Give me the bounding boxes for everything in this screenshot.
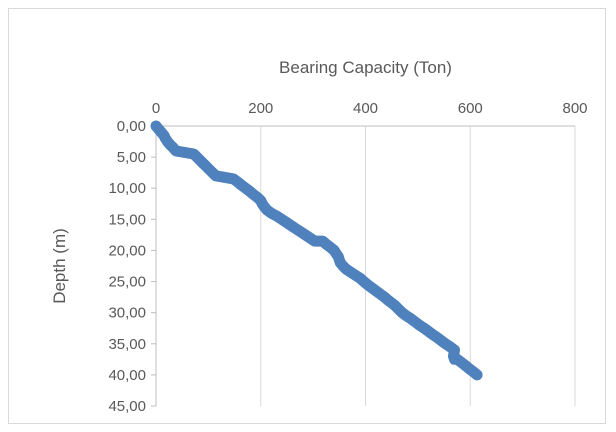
y-tick-label: 25,00 bbox=[108, 274, 146, 291]
y-tick-labels: 0,00 5,00 10,00 15,00 20,00 25,00 30,00 35,00 40… bbox=[108, 118, 146, 415]
series-line bbox=[150, 120, 483, 381]
x-tick-label: 0 bbox=[152, 100, 160, 117]
y-tick-label: 40,00 bbox=[108, 367, 146, 384]
y-tick-label: 10,00 bbox=[108, 180, 146, 197]
y-tick-label: 5,00 bbox=[117, 149, 146, 166]
y-tick-label: 0,00 bbox=[117, 118, 146, 135]
axes bbox=[151, 125, 575, 407]
y-tick-label: 30,00 bbox=[108, 305, 146, 322]
y-tick-label: 15,00 bbox=[108, 211, 146, 228]
y-tick-label: 35,00 bbox=[108, 336, 146, 353]
x-tick-label: 400 bbox=[353, 100, 378, 117]
x-tick-label: 600 bbox=[458, 100, 483, 117]
x-tick-label: 200 bbox=[248, 100, 273, 117]
y-tick-label: 45,00 bbox=[108, 398, 146, 415]
x-tick-label: 800 bbox=[562, 100, 587, 117]
x-axis-title: Bearing Capacity (Ton) bbox=[279, 58, 452, 77]
y-axis-title: Depth (m) bbox=[50, 228, 69, 304]
y-tick-label: 20,00 bbox=[108, 242, 146, 259]
chart-area: 0 200 400 600 800 0,00 5,00 10,00 15,00 20,00 25,… bbox=[8, 8, 606, 424]
x-tick-labels: 0 200 400 600 800 bbox=[152, 100, 588, 117]
gridlines bbox=[260, 126, 576, 406]
bearing-capacity-depth-chart: 0 200 400 600 800 0,00 5,00 10,00 15,00 20,00 25,… bbox=[50, 58, 588, 415]
series-group bbox=[150, 120, 483, 381]
